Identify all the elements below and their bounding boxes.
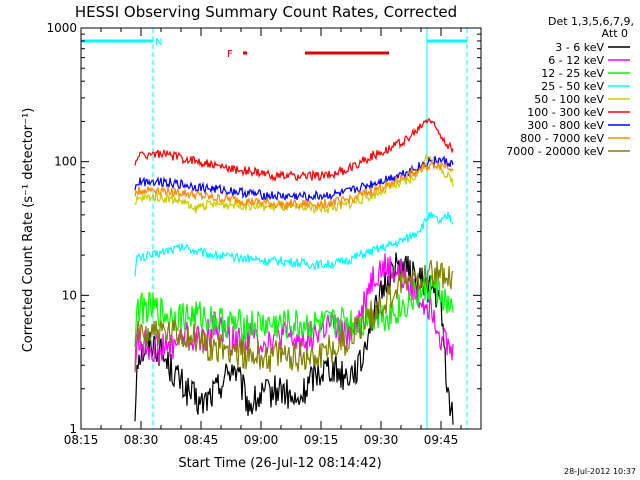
series-line xyxy=(134,253,454,373)
y-tick-label: 1 xyxy=(69,422,77,436)
y-tick-label: 1000 xyxy=(46,21,77,35)
x-axis-label: Start Time (26-Jul-12 08:14:42) xyxy=(178,456,381,471)
series-line xyxy=(134,159,454,211)
x-tick-label: 09:15 xyxy=(304,433,339,447)
x-tick-label: 08:15 xyxy=(64,433,99,447)
series-line xyxy=(134,155,454,203)
series-line xyxy=(134,211,454,277)
chart-title: HESSI Observing Summary Count Rates, Cor… xyxy=(75,3,457,21)
night-label: N xyxy=(155,37,162,48)
x-tick-label: 09:30 xyxy=(364,433,399,447)
y-tick-label: 10 xyxy=(62,288,77,302)
x-tick-label: 09:00 xyxy=(244,433,279,447)
y-axis: 1 10 100 1000 xyxy=(46,21,481,436)
series-line xyxy=(134,154,454,215)
x-tick-label: 08:45 xyxy=(184,433,219,447)
y-tick-label: 100 xyxy=(54,155,77,169)
y-axis-label: Corrected Count Rate (s⁻¹ detector⁻¹) xyxy=(21,108,36,353)
legend-header-attenuator: Att 0 xyxy=(602,27,628,40)
x-tick-label: 09:45 xyxy=(424,433,459,447)
legend-entry-label: 7000 - 20000 keV xyxy=(506,145,604,158)
legend-entry-label: 6 - 12 keV xyxy=(548,54,604,67)
legend-entry-label: 12 - 25 keV xyxy=(541,67,604,80)
series-line xyxy=(134,117,454,183)
legend-entry-label: 25 - 50 keV xyxy=(541,80,604,93)
legend-entry-label: 100 - 300 keV xyxy=(527,106,604,119)
legend-entry-label: 300 - 800 keV xyxy=(527,119,604,132)
series-line xyxy=(134,259,454,373)
series-line xyxy=(134,275,454,347)
legend-entry-label: 800 - 7000 keV xyxy=(520,132,604,145)
plot-area: NF xyxy=(81,28,468,429)
legend-entry-label: 50 - 100 keV xyxy=(534,93,604,106)
legend-header-detectors: Det 1,3,5,6,7,9, xyxy=(548,15,634,28)
x-axis: 08:15 08:30 08:45 09:00 09:15 09:30 09:45 xyxy=(64,28,462,447)
x-tick-label: 08:30 xyxy=(124,433,159,447)
date-stamp: 28-Jul-2012 10:37 xyxy=(564,467,636,476)
flare-label: F xyxy=(227,49,233,60)
legend-entry-label: 3 - 6 keV xyxy=(555,41,604,54)
